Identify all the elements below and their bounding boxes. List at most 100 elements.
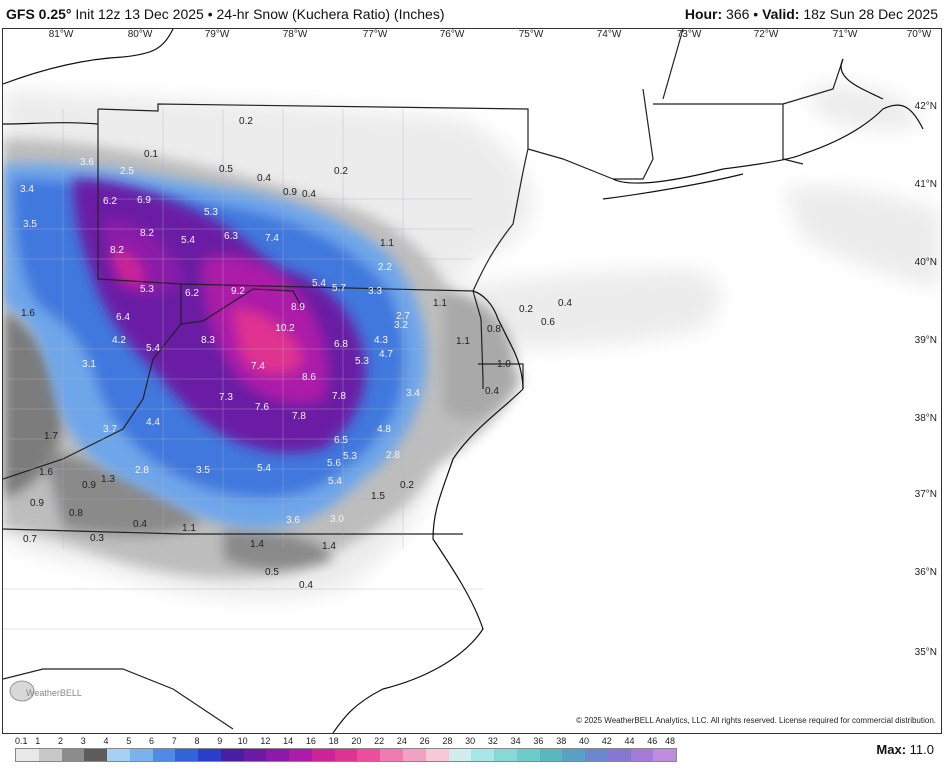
lat-label: 40°N (915, 257, 937, 268)
legend-tick-label: 48 (664, 736, 675, 746)
lon-label: 79°W (205, 29, 230, 40)
logo-text: WeatherBELL (26, 688, 82, 698)
legend-swatch (107, 749, 130, 761)
snowfall-value: 8.3 (201, 335, 215, 346)
snowfall-value: 0.8 (69, 508, 83, 519)
legend-tick-label: 10 (237, 736, 248, 746)
lon-label: 73°W (677, 29, 702, 40)
legend-tick-label: 40 (578, 736, 589, 746)
county-lines (3, 109, 483, 630)
snowfall-value: 0.9 (82, 480, 96, 491)
snowfall-value: 4.2 (112, 335, 126, 346)
snowfall-value: 0.4 (558, 298, 572, 309)
legend-tick-label: 24 (396, 736, 407, 746)
legend-swatch (448, 749, 472, 761)
lon-label: 78°W (283, 29, 308, 40)
legend-tick-label: 12 (260, 736, 271, 746)
legend-swatch (198, 749, 221, 761)
snowfall-value: 6.5 (334, 435, 348, 446)
lon-label: 80°W (128, 29, 153, 40)
legend-tick-label: 8 (194, 736, 200, 746)
copyright-notice: © 2025 WeatherBELL Analytics, LLC. All r… (576, 716, 936, 725)
snowfall-value: 1.3 (101, 474, 115, 485)
snowfall-value: 0.4 (485, 386, 499, 397)
legend-tick-label: 14 (283, 736, 294, 746)
max-value-label: Max: 11.0 (876, 742, 934, 757)
snowfall-value: 0.3 (90, 533, 104, 544)
legend-tick-label: 42 (601, 736, 612, 746)
snowfall-value: 7.8 (332, 391, 346, 402)
snowfall-value: 8.2 (110, 245, 124, 256)
legend-swatch (334, 749, 358, 761)
legend-tick-label: 4 (103, 736, 109, 746)
legend-swatch (38, 749, 62, 761)
snowfall-value: 3.4 (20, 184, 34, 195)
snowfall-value: 1.4 (322, 541, 336, 552)
legend-tick-label: 0.1 (15, 736, 28, 746)
snowfall-value: 2.7 (396, 311, 410, 322)
weatherbell-logo: WeatherBELL (8, 676, 88, 706)
lon-label: 70°W (907, 29, 932, 40)
snowfall-value: 4.8 (377, 424, 391, 435)
legend-tick-label: 7 (171, 736, 177, 746)
snowfall-value: 0.2 (519, 304, 533, 315)
snowfall-value: 1.4 (250, 539, 264, 550)
snowfall-value: 0.9 (283, 187, 297, 198)
snowfall-value: 5.4 (257, 463, 271, 474)
snowfall-value: 0.4 (133, 519, 147, 530)
legend-tick-label: 18 (328, 736, 339, 746)
snowfall-value: 4.3 (374, 335, 388, 346)
snowfall-value: 3.0 (330, 514, 344, 525)
legend-tick-label: 44 (624, 736, 635, 746)
map-svg: 81°W 80°W 79°W 78°W 77°W 76°W 75°W 74°W 73°W 72°W… (3, 29, 941, 733)
legend-tick-label: 20 (351, 736, 362, 746)
snowfall-value: 1.1 (182, 523, 196, 534)
hour-label: Hour: (684, 6, 723, 22)
model-name: GFS 0.25° (6, 6, 72, 22)
snowfall-value: 0.1 (144, 149, 158, 160)
snowfall-value: 6.2 (185, 288, 199, 299)
snowfall-value: 9.2 (231, 286, 245, 297)
snowfall-value: 3.6 (80, 157, 94, 168)
snowfall-value: 6.9 (137, 195, 151, 206)
lon-label: 71°W (833, 29, 858, 40)
legend-tick-label: 22 (374, 736, 385, 746)
lon-label: 74°W (597, 29, 622, 40)
lon-label: 76°W (440, 29, 465, 40)
snowfall-value: 5.3 (355, 356, 369, 367)
snowfall-value: 0.2 (400, 480, 414, 491)
snowfall-value: 0.4 (302, 189, 316, 200)
lat-label: 38°N (915, 413, 937, 424)
coastline (3, 29, 924, 733)
snowfall-value: 0.7 (23, 534, 37, 545)
snowfall-value: 2.8 (386, 450, 400, 461)
snowfall-value: 2.2 (378, 262, 392, 273)
legend-tick-label: 1 (35, 736, 41, 746)
legend-tick-label: 16 (305, 736, 316, 746)
hour-value: 366 (726, 6, 750, 22)
legend-swatch (220, 749, 244, 761)
snowfall-value: 5.7 (332, 283, 346, 294)
legend-swatch (630, 749, 654, 761)
snow-heavy-shading (73, 179, 366, 453)
lat-label: 42°N (915, 101, 937, 112)
max-value: 11.0 (909, 742, 934, 757)
lon-label: 75°W (519, 29, 544, 40)
snowfall-value: 5.3 (140, 284, 154, 295)
snowfall-value: 0.5 (265, 567, 279, 578)
snowfall-value: 3.6 (286, 515, 300, 526)
lat-label: 35°N (915, 647, 937, 658)
snowfall-value: 0.5 (219, 164, 233, 175)
snowfall-value: 3.5 (23, 219, 37, 230)
legend-tick-label: 2 (58, 736, 64, 746)
legend-tick-label: 38 (556, 736, 567, 746)
snowfall-value: 1.6 (21, 308, 35, 319)
snowfall-value: 5.6 (327, 458, 341, 469)
legend-swatch (243, 749, 267, 761)
lat-label: 37°N (915, 489, 937, 500)
snowfall-value: 0.9 (30, 498, 44, 509)
snowfall-value: 0.4 (299, 580, 313, 591)
legend-swatch (539, 749, 563, 761)
snowfall-value: 7.8 (292, 411, 306, 422)
snowfall-value: 5.4 (181, 235, 195, 246)
